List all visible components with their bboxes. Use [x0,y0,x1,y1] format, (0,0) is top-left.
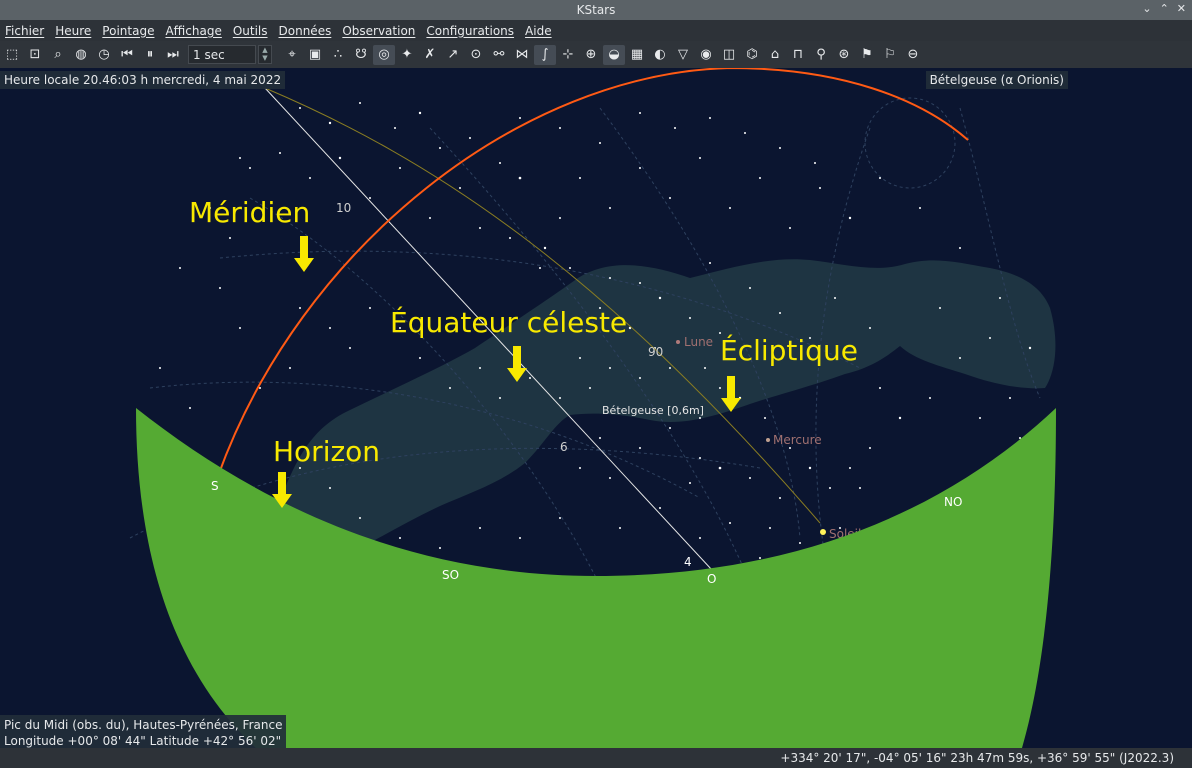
compass-south: S [211,479,219,493]
compass-west: O [707,572,716,586]
local-time-label: Heure locale 20.46:03 h mercredi, 4 mai … [0,71,286,89]
menu-heure[interactable]: Heure [55,23,92,38]
lock-icon[interactable]: ⊓ [792,47,804,62]
mercury-marker: Mercure [766,433,822,447]
time-step-spinner[interactable]: ▲ ▼ [258,45,272,64]
time-step-input[interactable]: 1 sec [188,45,256,64]
status-bar: +334° 20' 17", -04° 05' 16" 23h 47m 59s,… [0,748,1192,768]
milky-way-icon[interactable]: ∫ [534,44,556,65]
mercury-label: Mercure [773,433,822,447]
status-coordinates: +334° 20' 17", -04° 05' 16" 23h 47m 59s,… [780,751,1174,765]
equatorial-grid-icon[interactable]: ⊕ [585,47,597,62]
horizon-arrow [272,472,292,508]
ecliptic-line [264,87,821,524]
comet-icon[interactable]: ↗ [447,47,459,62]
ekos-icon[interactable]: ⊛ [838,47,850,62]
menu-observation[interactable]: Observation [342,23,416,38]
meridian-arrow [294,236,314,272]
constellation-boundaries-icon[interactable]: ⋈ [515,47,529,62]
meridian-line [217,68,969,477]
hips-icon[interactable]: ⚲ [816,47,826,62]
menu-donnees[interactable]: Données [278,23,332,38]
fov-icon[interactable]: ◫ [722,47,736,62]
flag-icon[interactable]: ⚑ [861,47,873,62]
target-icon[interactable]: ◎ [373,44,395,65]
betelgeuse-label: Bételgeuse [0,6m] [602,404,704,417]
flag-add-icon[interactable]: ⚐ [884,47,896,62]
close-icon[interactable]: ✕ [1176,2,1186,15]
moon-label: Lune [684,335,713,349]
ra-label-6: 6 [560,440,568,454]
grid-icon[interactable]: ⊹ [562,47,574,62]
title-bar: KStars ⌄ ⌃ ✕ [0,0,1192,20]
menu-affichage[interactable]: Affichage [165,23,222,38]
clock-icon[interactable]: ◷ [98,47,110,62]
milky-way [265,259,1056,563]
satellite-icon[interactable]: ✗ [424,47,436,62]
moon-marker: Lune [676,335,713,349]
maximize-icon[interactable]: ⌃ [1159,2,1169,15]
toolbar: ⬚ ⊡ ⌕ ◍ ◷ ⏮ ⏸ ⏭ 1 sec ▲ ▼ ⌖ ▣ ∴ ☋ ◎ ✦ ✗ ↗… [0,41,1192,69]
sky-map-canvas[interactable]: Lune Mercure Soleil Bételgeuse [0,6m] 10… [0,68,1192,748]
step-forward-icon[interactable]: ⏭ [167,47,179,62]
meridian-annotation: Méridien [189,196,311,229]
menu-bar: Fichier Heure Pointage Affichage Outils … [0,20,1192,41]
ra-label-10: 10 [336,201,351,215]
compass-northwest: NO [944,495,962,509]
flags-list-icon[interactable]: ▦ [630,47,644,62]
window-title: KStars [576,3,616,17]
zoom-box-icon[interactable]: ⊡ [29,47,41,62]
menu-pointage[interactable]: Pointage [102,23,155,38]
sky-map[interactable]: Lune Mercure Soleil Bételgeuse [0,6m] 10… [0,68,1192,748]
location-info: Pic du Midi (obs. du), Hautes-Pyrénées, … [0,715,287,748]
location-name: Pic du Midi (obs. du), Hautes-Pyrénées, … [4,718,283,732]
zoom-fit-icon[interactable]: ⬚ [5,47,19,62]
globe-icon[interactable]: ◍ [75,47,87,62]
compass-southwest: SO [442,568,459,582]
star-icon[interactable]: ✦ [401,47,413,62]
ecliptic-annotation: Écliptique [720,334,858,367]
annotation-arrows [272,236,741,508]
constellation-lines-icon[interactable]: ⚯ [493,47,505,62]
horizon-annotation: Horizon [273,435,381,468]
equator-arrow [507,346,527,382]
stars-icon[interactable]: ∴ [333,47,343,62]
ecliptic-arrow [721,376,741,412]
filter-icon[interactable]: ▽ [678,47,688,62]
minimize-icon[interactable]: ⌄ [1142,2,1152,15]
field-stars [159,102,1032,569]
menu-fichier[interactable]: Fichier [5,23,45,38]
asteroid-icon[interactable]: ⊙ [470,47,482,62]
equator-annotation: Équateur céleste [390,306,628,339]
image-icon[interactable]: ▣ [308,47,322,62]
ra-label-90: 90 [648,345,663,359]
location-coords: Longitude +00° 08' 44" Latitude +42° 56'… [4,734,282,748]
celestial-equator-line [264,87,713,571]
horizon-ground [136,408,1056,748]
step-back-icon[interactable]: ⏮ [121,47,133,62]
reticle-icon[interactable]: ⌬ [746,47,758,62]
horizon-icon[interactable]: ◒ [603,44,625,65]
search-icon[interactable]: ⌕ [54,47,62,62]
pause-icon[interactable]: ⏸ [146,47,154,62]
observatory-icon[interactable]: ⌂ [770,47,780,62]
eye-icon[interactable]: ◉ [700,47,712,62]
deep-sky-icon[interactable]: ☋ [355,47,367,62]
hide-icon[interactable]: ⊖ [907,47,919,62]
telescope-icon[interactable]: ◐ [654,47,666,62]
ra-label-4: 4 [684,555,692,569]
menu-configurations[interactable]: Configurations [426,23,515,38]
focus-object-label: Bételgeuse (α Orionis) [925,71,1068,89]
menu-aide[interactable]: Aide [525,23,552,38]
crosshair-icon[interactable]: ⌖ [288,47,296,62]
menu-outils[interactable]: Outils [232,23,268,38]
